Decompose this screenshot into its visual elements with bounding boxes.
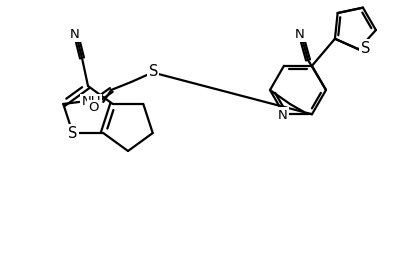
Text: NH: NH: [81, 95, 101, 108]
Text: S: S: [361, 41, 370, 56]
Text: N: N: [278, 109, 288, 122]
Text: S: S: [149, 64, 158, 80]
Text: S: S: [68, 126, 77, 141]
Text: O: O: [88, 101, 99, 114]
Text: N: N: [295, 28, 305, 41]
Text: N: N: [70, 28, 80, 41]
